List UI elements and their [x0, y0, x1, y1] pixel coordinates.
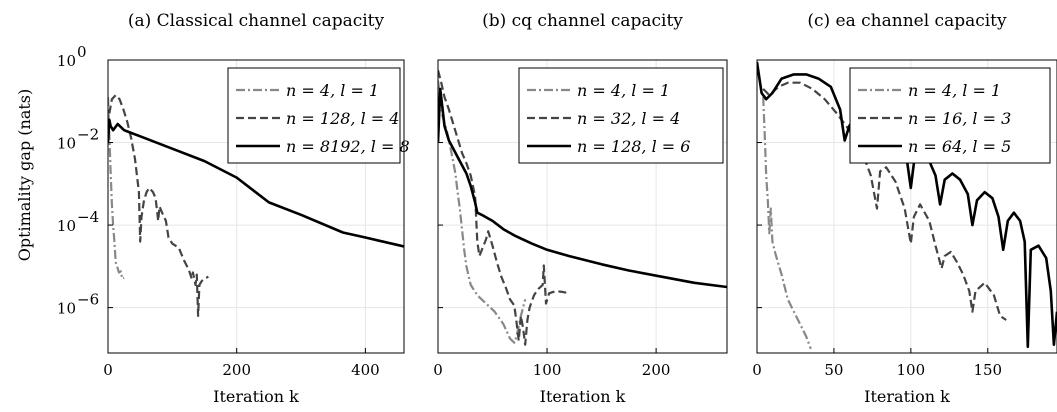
y-tick-label: 10	[57, 300, 76, 318]
legend-label: n = 128, l = 6	[577, 137, 690, 156]
panel-title: (c) ea channel capacity	[807, 11, 1007, 31]
y-tick-exponent: −4	[77, 208, 99, 226]
plot-frame	[756, 59, 1057, 354]
series-line-2	[108, 94, 209, 317]
y-tick-exponent: 0	[77, 43, 87, 61]
y-tick-label: 10	[57, 52, 76, 70]
series-line-2	[762, 81, 1007, 321]
x-tick-label: 200	[642, 361, 671, 379]
series-line-1	[762, 97, 812, 350]
x-axis-label: Iteration k	[213, 387, 299, 406]
y-tick-label: 10	[57, 135, 76, 153]
x-tick-label: 0	[433, 361, 443, 379]
x-tick-label: 100	[533, 361, 562, 379]
legend-label: n = 16, l = 3	[908, 109, 1011, 128]
y-tick-exponent: −6	[77, 291, 99, 309]
legend-label: n = 4, l = 1	[286, 81, 379, 100]
x-tick-label: 200	[222, 361, 251, 379]
x-tick-label: 50	[824, 361, 843, 379]
x-tick-label: 150	[973, 361, 1002, 379]
series-line-3	[108, 118, 404, 248]
x-tick-label: 100	[897, 361, 926, 379]
y-tick-label: 10	[57, 217, 76, 235]
y-tick-exponent: −2	[77, 126, 99, 144]
legend-label: n = 8192, l = 8	[286, 137, 410, 156]
x-tick-label: 400	[351, 361, 380, 379]
legend-label: n = 128, l = 4	[286, 109, 399, 128]
panel-title: (a) Classical channel capacity	[128, 11, 385, 31]
legend-label: n = 4, l = 1	[577, 81, 670, 100]
y-axis-label: Optimality gap (nats)	[15, 89, 34, 261]
series-line-1	[108, 97, 125, 280]
series-line-3	[438, 87, 727, 289]
panel-title: (b) cq channel capacity	[482, 11, 683, 31]
x-axis-label: Iteration k	[864, 387, 950, 406]
plot-frame	[437, 59, 728, 354]
series-line-2	[438, 70, 570, 346]
x-axis-label: Iteration k	[540, 387, 626, 406]
x-tick-label: 0	[752, 361, 762, 379]
plot-frame	[107, 59, 405, 354]
legend-box	[518, 67, 724, 164]
legend-label: n = 64, l = 5	[908, 137, 1011, 156]
x-tick-label: 0	[103, 361, 113, 379]
legend-label: n = 4, l = 1	[908, 81, 1001, 100]
legend-label: n = 32, l = 4	[577, 109, 680, 128]
